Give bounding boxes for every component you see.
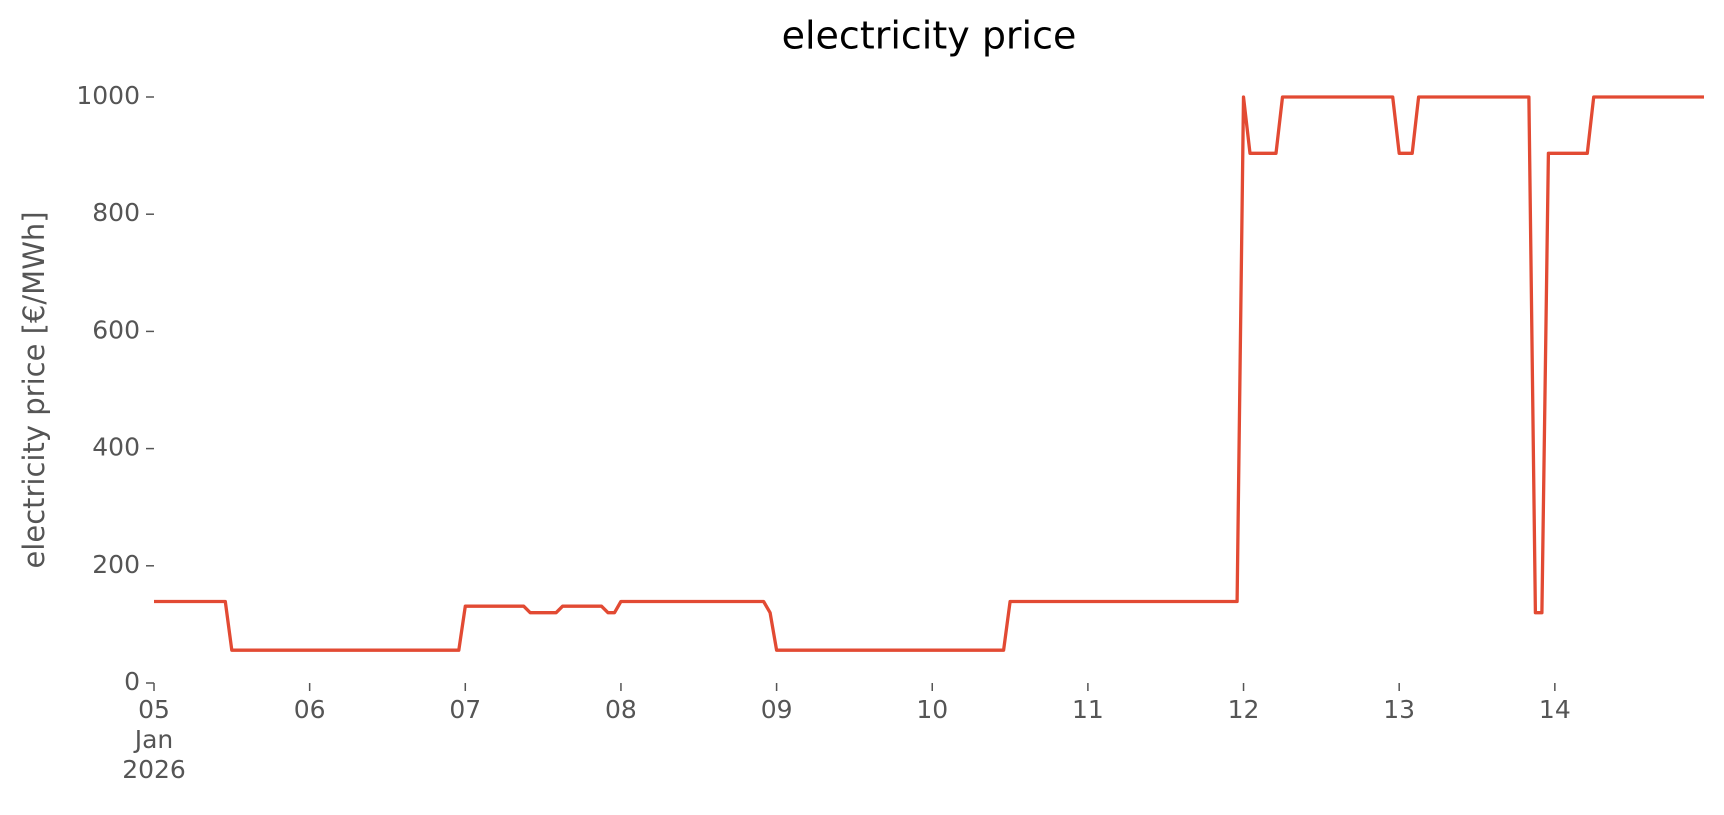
y-tick-label: 400	[92, 433, 140, 462]
y-tick-label: 800	[92, 198, 140, 227]
x-tick-label: 10	[916, 695, 948, 724]
x-tick-label: 11	[1072, 695, 1104, 724]
x-tick-label: 08	[605, 695, 637, 724]
x-tick-label: 07	[449, 695, 481, 724]
x-tick-label: 05 Jan 2026	[122, 695, 186, 784]
y-tick-label: 200	[92, 550, 140, 579]
x-tick-label: 13	[1383, 695, 1415, 724]
line-series	[154, 95, 1704, 652]
y-tick-label: 0	[124, 667, 140, 696]
x-tick-label: 09	[761, 695, 793, 724]
y-tick-label: 600	[92, 315, 140, 344]
x-tick-label: 06	[294, 695, 326, 724]
x-tick-label: 14	[1539, 695, 1571, 724]
x-tick-label: 12	[1228, 695, 1260, 724]
y-tick-label: 1000	[76, 81, 140, 110]
chart-title: electricity price	[782, 14, 1077, 58]
y-axis-label: electricity price [€/MWh]	[17, 211, 51, 568]
